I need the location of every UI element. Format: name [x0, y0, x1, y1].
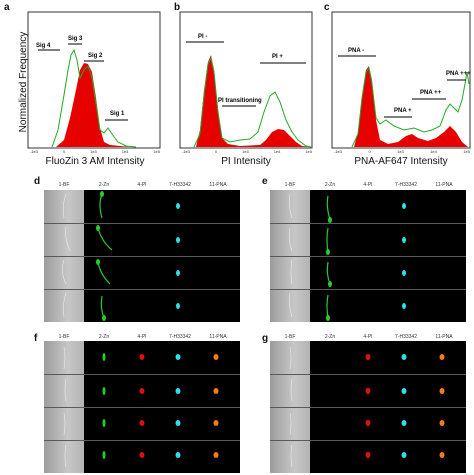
- annot-sig1: Sig 1: [110, 111, 125, 117]
- annot-sig2: Sig 2: [88, 53, 103, 59]
- histogram-a-filled: [56, 63, 130, 147]
- row-divider: [44, 407, 240, 408]
- header-bf: 1-BF: [58, 182, 70, 188]
- x-axis-label-c: PNA-AF647 Intensity: [354, 156, 448, 167]
- header-h33342: 7-H33342: [395, 182, 417, 188]
- panel-c-letter: c: [324, 2, 330, 13]
- annot-sig3: Sig 3: [68, 36, 83, 42]
- tick: -1e3: [182, 149, 191, 154]
- header-bf: 1-BF: [284, 182, 296, 188]
- row-divider: [270, 407, 466, 408]
- tick: -1e3: [30, 149, 39, 154]
- panel-e-letter: e: [262, 176, 268, 187]
- header-h33342: 7-H33342: [169, 182, 191, 188]
- image-grid-f: 1-BF 2-Zn 4-PI 7-H33342 11-PNA: [44, 333, 240, 473]
- tick: 1e4: [121, 149, 129, 154]
- tick: 0: [214, 149, 218, 154]
- row-divider: [270, 289, 466, 290]
- header-pna: 11-PNA: [209, 182, 227, 188]
- annot-pi-trans: PI transitioning: [218, 98, 262, 104]
- header-zn: 2-Zn: [98, 182, 110, 188]
- header-zn: 2-Zn: [324, 182, 336, 188]
- x-axis-label-b: PI Intensity: [221, 156, 271, 167]
- header-pna: 11-PNA: [435, 182, 453, 188]
- cells-g: [289, 346, 445, 468]
- tick: 0: [62, 149, 66, 154]
- tick: -1e3: [334, 149, 343, 154]
- panel-f-letter: f: [34, 333, 38, 344]
- row-divider: [44, 289, 240, 290]
- row-divider: [44, 256, 240, 257]
- tick: 1e4: [273, 149, 281, 154]
- row-divider: [270, 256, 466, 257]
- x-axis-label-a: FluoZin 3 AM Intensity: [45, 156, 145, 167]
- ticks-c: -1e3 0 1e3 1e4 1e5: [334, 149, 470, 154]
- histogram-panels: Sig 4 Sig 3 Sig 2 Sig 1 PI - PI transiti…: [27, 11, 471, 149]
- row-divider: [44, 223, 240, 224]
- cells-f: [63, 346, 219, 468]
- cells-d: [62, 191, 180, 321]
- histogram-c: PNA - PNA + PNA ++ PNA +++: [331, 11, 471, 149]
- tick: 1e3: [90, 149, 97, 154]
- histogram-b-filled: [196, 55, 310, 147]
- row-divider: [44, 374, 240, 375]
- header-zn: 2-Zn: [324, 334, 336, 340]
- row-divider: [44, 440, 240, 441]
- image-grid-g: 1-BF 2-Zn 4-PI 7-H33342 11-PNA: [270, 333, 466, 473]
- cells-e: [289, 193, 406, 321]
- header-pna: 11-PNA: [209, 334, 227, 340]
- header-h33342: 7-H33342: [169, 334, 191, 340]
- panel-a-letter: a: [4, 2, 10, 13]
- annot-pi-neg: PI -: [198, 34, 207, 40]
- header-pi: 4-PI: [137, 334, 147, 340]
- header-bf: 1-BF: [58, 334, 70, 340]
- header-pi: 4-PI: [363, 182, 373, 188]
- header-bf: 1-BF: [284, 334, 296, 340]
- histogram-b-outline: [193, 56, 312, 148]
- panel-d-letter: d: [34, 176, 41, 187]
- annot-pna-neg: PNA -: [348, 48, 364, 54]
- image-grid-e: 1-BF 2-Zn 4-PI 7-H33342 11-PNA: [270, 180, 466, 322]
- tick: 0: [368, 149, 371, 154]
- header-pi: 4-PI: [363, 334, 373, 340]
- tick: 1e5: [153, 149, 160, 154]
- header-pi: 4-PI: [137, 182, 147, 188]
- histogram-c-outline: [351, 66, 470, 148]
- histogram-a-outline: [51, 48, 137, 148]
- header-h33342: 7-H33342: [395, 334, 417, 340]
- header-zn: 2-Zn: [98, 334, 110, 340]
- row-divider: [270, 440, 466, 441]
- tick: 1e3: [397, 149, 404, 154]
- tick: 1e5: [305, 149, 312, 154]
- annot-pna-pos3: PNA +++: [446, 71, 471, 77]
- histogram-a: Sig 4 Sig 3 Sig 2 Sig 1: [27, 11, 161, 149]
- histogram-b: PI - PI transitioning PI +: [179, 11, 313, 149]
- tick: 1e5: [463, 149, 470, 154]
- row-divider: [270, 223, 466, 224]
- panel-g-letter: g: [262, 333, 269, 344]
- annot-sig4: Sig 4: [36, 43, 51, 49]
- ticks-b: -1e3 0 1e3 1e4 1e5: [182, 149, 312, 154]
- ticks-a: -1e3 0 1e3 1e4 1e5: [30, 149, 160, 154]
- row-divider: [270, 374, 466, 375]
- tick: 1e4: [430, 149, 437, 154]
- annot-pna-pos: PNA +: [394, 108, 412, 114]
- header-pna: 11-PNA: [435, 334, 453, 340]
- image-grid-d: 1-BF 2-Zn 4-PI 7-H33342 11-PNA: [44, 180, 240, 322]
- annot-pna-pos2: PNA ++: [420, 90, 442, 96]
- tick: 1e3: [242, 149, 249, 154]
- panel-b-letter: b: [174, 2, 181, 13]
- annot-pi-pos: PI +: [272, 54, 283, 60]
